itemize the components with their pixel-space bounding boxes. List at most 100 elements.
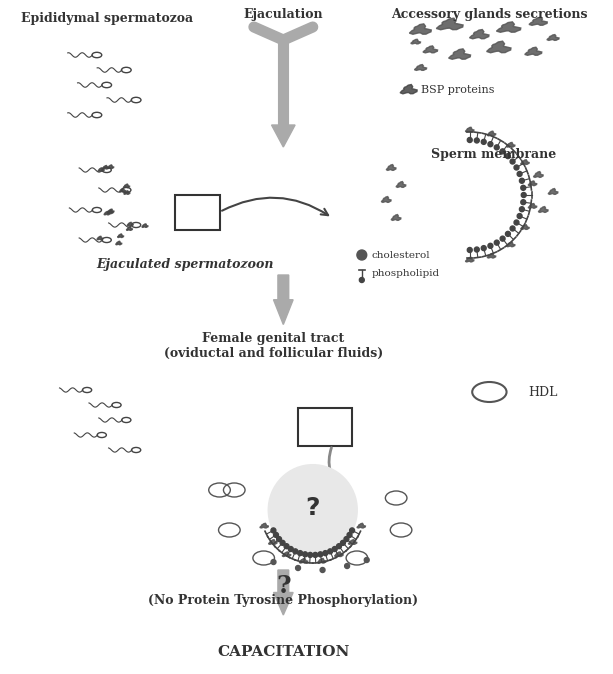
FancyArrow shape — [272, 125, 295, 147]
Polygon shape — [506, 142, 515, 147]
Circle shape — [349, 528, 354, 533]
Polygon shape — [260, 523, 268, 528]
Circle shape — [474, 138, 479, 143]
Polygon shape — [357, 523, 365, 528]
Polygon shape — [465, 257, 474, 262]
Circle shape — [280, 541, 285, 545]
Polygon shape — [436, 18, 463, 30]
Polygon shape — [124, 226, 130, 230]
Polygon shape — [528, 204, 537, 208]
Polygon shape — [99, 168, 105, 172]
Polygon shape — [282, 552, 291, 557]
Polygon shape — [102, 209, 109, 212]
Polygon shape — [134, 225, 140, 228]
Text: HDL: HDL — [528, 386, 558, 398]
Polygon shape — [93, 210, 99, 214]
Circle shape — [474, 247, 479, 252]
Text: Epididymal spermatozoa: Epididymal spermatozoa — [21, 12, 192, 25]
Circle shape — [494, 145, 499, 150]
Circle shape — [521, 200, 526, 205]
Circle shape — [293, 549, 298, 554]
Circle shape — [500, 236, 505, 241]
Circle shape — [517, 171, 522, 177]
Circle shape — [295, 565, 300, 570]
Bar — [298, 408, 352, 446]
Circle shape — [481, 245, 486, 251]
Polygon shape — [101, 166, 107, 170]
Polygon shape — [104, 171, 110, 175]
Text: ?: ? — [305, 496, 320, 520]
Polygon shape — [409, 24, 432, 34]
Polygon shape — [528, 181, 537, 185]
Polygon shape — [318, 559, 326, 563]
Circle shape — [500, 149, 505, 154]
Text: Ejaculated spermatozoon: Ejaculated spermatozoon — [96, 258, 274, 271]
Circle shape — [328, 549, 333, 554]
Bar — [175, 195, 219, 230]
Text: Ejaculation: Ejaculation — [243, 8, 323, 21]
Polygon shape — [135, 222, 142, 226]
Circle shape — [347, 532, 352, 537]
Circle shape — [298, 551, 303, 555]
Polygon shape — [381, 197, 391, 202]
Circle shape — [323, 551, 328, 555]
Circle shape — [345, 563, 349, 568]
Polygon shape — [335, 552, 343, 557]
Circle shape — [320, 568, 325, 572]
FancyArrow shape — [273, 570, 293, 615]
Polygon shape — [449, 49, 471, 59]
Polygon shape — [525, 47, 542, 55]
Polygon shape — [506, 242, 515, 247]
Polygon shape — [400, 84, 417, 94]
Polygon shape — [97, 238, 104, 241]
Polygon shape — [520, 224, 529, 229]
Circle shape — [340, 541, 345, 545]
Circle shape — [337, 544, 341, 549]
Circle shape — [308, 553, 313, 557]
Polygon shape — [497, 22, 521, 32]
Circle shape — [359, 278, 364, 282]
FancyArrow shape — [273, 275, 293, 324]
Circle shape — [510, 226, 515, 231]
Circle shape — [332, 547, 337, 551]
Circle shape — [318, 552, 323, 557]
Polygon shape — [423, 46, 438, 53]
Circle shape — [506, 154, 511, 158]
Text: cholesterol: cholesterol — [371, 251, 430, 259]
Circle shape — [481, 140, 486, 144]
Polygon shape — [85, 206, 91, 210]
Circle shape — [521, 193, 526, 197]
Polygon shape — [128, 191, 134, 194]
Polygon shape — [396, 181, 406, 187]
Polygon shape — [538, 207, 548, 212]
Circle shape — [273, 532, 278, 537]
Polygon shape — [520, 160, 529, 164]
Polygon shape — [529, 18, 547, 26]
Polygon shape — [348, 540, 357, 545]
Text: ?: ? — [276, 574, 291, 598]
Circle shape — [284, 544, 289, 549]
Text: Sperm membrane: Sperm membrane — [430, 148, 556, 161]
Polygon shape — [487, 41, 511, 53]
Circle shape — [344, 537, 349, 542]
Polygon shape — [391, 214, 401, 220]
Text: Female genital tract
(oviductal and follicular fluids): Female genital tract (oviductal and foll… — [164, 332, 383, 360]
Polygon shape — [268, 540, 277, 545]
Circle shape — [288, 547, 293, 551]
FancyArrowPatch shape — [222, 197, 328, 215]
Polygon shape — [414, 65, 427, 70]
Polygon shape — [465, 127, 474, 132]
Circle shape — [364, 557, 369, 563]
Polygon shape — [110, 237, 116, 241]
Circle shape — [271, 559, 276, 565]
Polygon shape — [533, 172, 543, 177]
Circle shape — [506, 231, 511, 237]
Circle shape — [519, 207, 524, 212]
Polygon shape — [386, 164, 396, 171]
Polygon shape — [547, 34, 559, 40]
Circle shape — [521, 185, 526, 190]
Circle shape — [519, 178, 524, 183]
Circle shape — [303, 552, 308, 557]
Polygon shape — [487, 131, 496, 136]
Circle shape — [467, 137, 472, 142]
